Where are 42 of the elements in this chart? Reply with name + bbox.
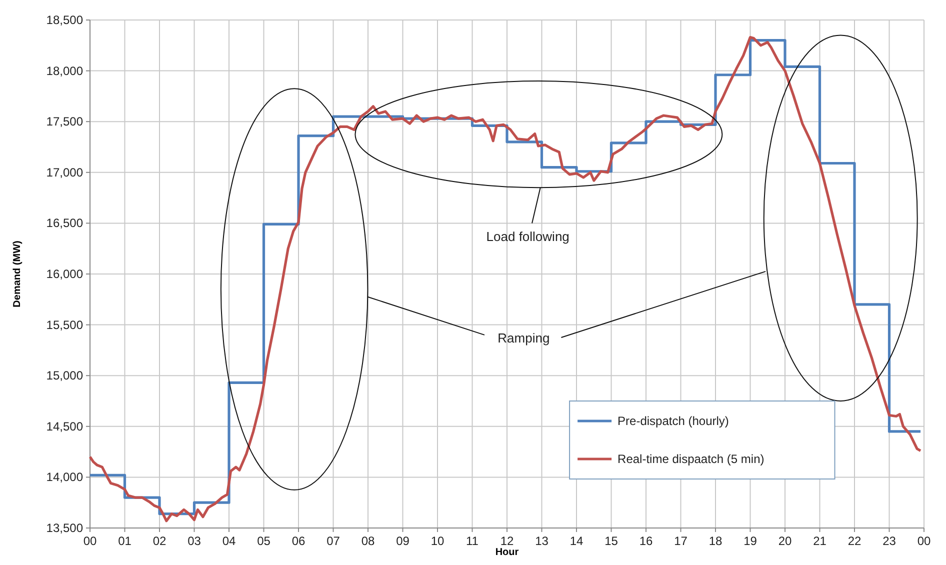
x-tick-label: 07 — [326, 534, 340, 548]
x-tick-label: 11 — [466, 534, 479, 548]
x-tick-label: 04 — [222, 534, 236, 548]
x-tick-label: 05 — [257, 534, 271, 548]
x-tick-label: 16 — [639, 534, 653, 548]
x-tick-label: 09 — [396, 534, 410, 548]
x-tick-label: 19 — [744, 534, 758, 548]
y-tick-label: 14,000 — [46, 470, 84, 484]
annotation: Ramping — [498, 330, 550, 346]
x-tick-label: 23 — [882, 534, 896, 548]
x-tick-label: 08 — [361, 534, 375, 548]
x-tick-label: 06 — [292, 534, 306, 548]
x-tick-label: 14 — [570, 534, 584, 548]
x-tick-label: 00 — [83, 534, 97, 548]
x-tick-label: 18 — [708, 534, 722, 548]
y-tick-label: 13,500 — [46, 521, 84, 535]
annotation: Load following — [486, 228, 570, 244]
x-tick-label: 10 — [430, 534, 444, 548]
y-axis-title: Demand (MW) — [12, 240, 23, 308]
y-tick-label: 18,500 — [46, 13, 84, 27]
y-tick-label: 14,500 — [46, 419, 84, 434]
y-tick-label: 15,000 — [46, 368, 84, 383]
legend-label: Pre-dispatch (hourly) — [618, 414, 729, 428]
x-tick-label: 13 — [535, 534, 549, 548]
x-tick-label: 17 — [674, 534, 688, 548]
x-tick-label: 00 — [917, 534, 931, 548]
x-tick-label: 02 — [152, 534, 166, 548]
x-tick-label: 20 — [778, 534, 792, 548]
x-tick-label: 03 — [188, 534, 202, 548]
y-tick-label: 17,000 — [46, 165, 84, 180]
y-tick-label: 16,000 — [46, 267, 84, 281]
x-tick-label: 15 — [604, 534, 618, 548]
legend-label: Real-time dispaatch (5 min) — [618, 452, 764, 466]
x-tick-label: 21 — [813, 534, 827, 548]
y-tick-label: 17,500 — [46, 114, 84, 129]
x-tick-label: 12 — [500, 534, 514, 548]
x-tick-label: 22 — [848, 534, 862, 548]
y-tick-label: 15,500 — [46, 318, 84, 332]
y-tick-label: 18,000 — [46, 64, 84, 78]
x-axis-title: Hour — [495, 547, 519, 558]
x-tick-label: 01 — [118, 534, 132, 548]
y-tick-label: 16,500 — [46, 216, 84, 230]
